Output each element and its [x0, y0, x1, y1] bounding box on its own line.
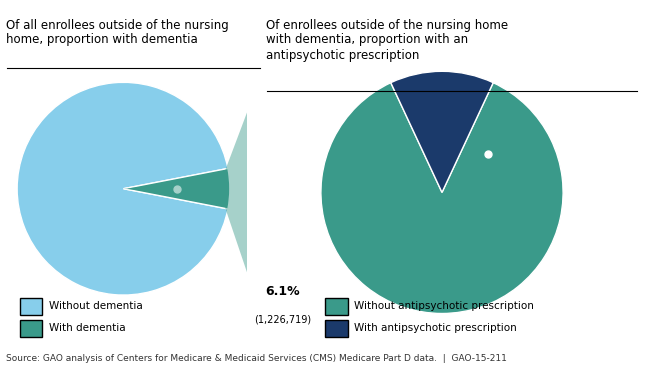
Text: With dementia: With dementia	[49, 323, 125, 333]
Text: Without dementia: Without dementia	[49, 301, 142, 311]
Text: Without antipsychotic prescription: Without antipsychotic prescription	[354, 301, 534, 311]
Text: 6.1%: 6.1%	[265, 285, 300, 299]
Text: Of all enrollees outside of the nursing
home, proportion with dementia: Of all enrollees outside of the nursing …	[6, 18, 229, 47]
Text: (1,056,433): (1,056,433)	[316, 353, 377, 363]
Text: Of enrollees outside of the nursing home
with dementia, proportion with an
antip: Of enrollees outside of the nursing home…	[266, 18, 508, 61]
Text: With antipsychotic prescription: With antipsychotic prescription	[354, 323, 517, 333]
Wedge shape	[321, 83, 563, 313]
Text: (1,226,719): (1,226,719)	[254, 314, 311, 324]
Wedge shape	[391, 71, 493, 192]
Wedge shape	[17, 83, 228, 295]
Text: Source: GAO analysis of Centers for Medicare & Medicaid Services (CMS) Medicare : Source: GAO analysis of Centers for Medi…	[6, 354, 508, 363]
Wedge shape	[124, 168, 230, 209]
Text: 86.1%: 86.1%	[322, 319, 370, 333]
Polygon shape	[124, 112, 247, 272]
